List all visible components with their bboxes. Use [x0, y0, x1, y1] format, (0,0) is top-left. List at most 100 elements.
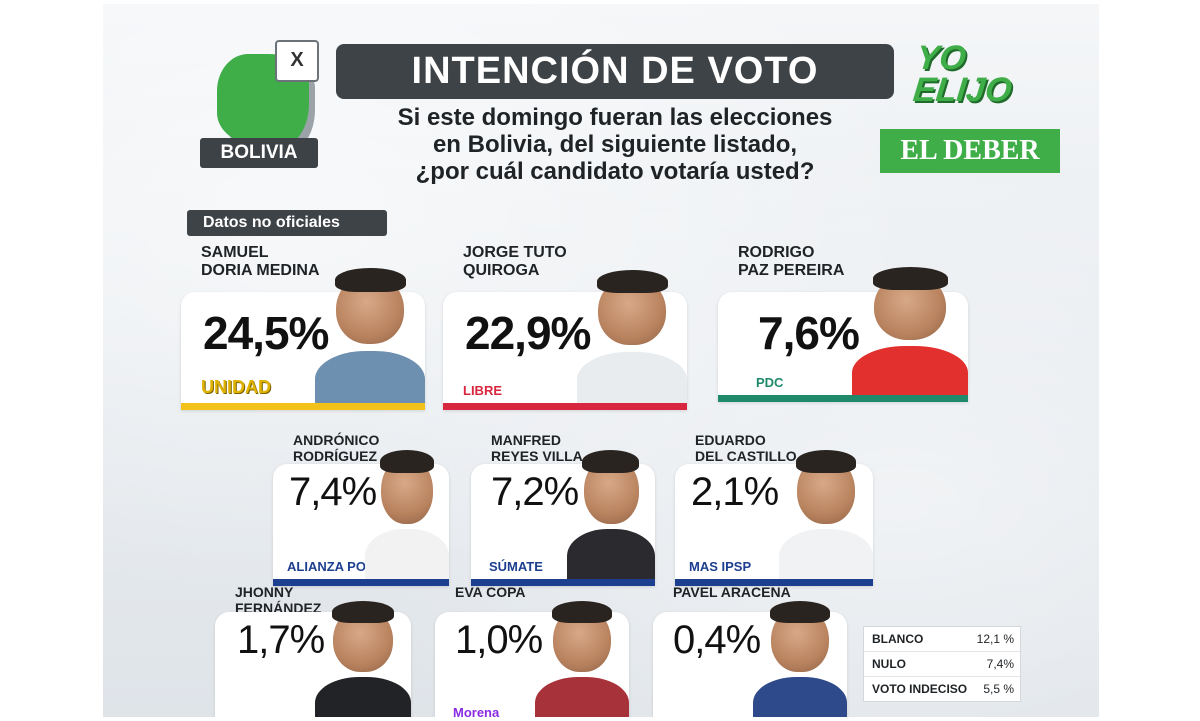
photo-shoulders: [567, 529, 655, 579]
candidate-percentage: 1,7%: [237, 618, 325, 662]
others-value: 7,4%: [986, 657, 1014, 671]
party-color-bar: [181, 403, 425, 410]
photo-shoulders: [852, 346, 968, 395]
candidate-percentage: 7,4%: [289, 470, 377, 514]
candidate-name: MANFRED REYES VILLA: [491, 432, 583, 464]
candidate-card: PAVEL ARACENA 0,4%: [653, 584, 847, 717]
candidate-card: RODRIGO PAZ PEREIRA 7,6% PDC: [718, 244, 968, 402]
photo-hair: [552, 601, 612, 623]
party-color-bar: [471, 579, 655, 586]
candidate-card: ANDRÓNICO RODRÍGUEZ 7,4% ALIANZA POPULAR: [273, 432, 449, 586]
candidate-name-line-1: PAVEL ARACENA: [673, 584, 791, 600]
party-logo: MAS IPSP: [689, 559, 752, 574]
others-label: BLANCO: [872, 632, 924, 646]
others-row: NULO 7,4%: [864, 652, 1020, 677]
photo-shoulders: [315, 351, 425, 403]
candidate-card: SAMUEL DORIA MEDINA 24,5% UNIDAD: [181, 244, 425, 410]
others-value: 5,5 %: [983, 682, 1014, 696]
candidate-name: EDUARDO DEL CASTILLO: [695, 432, 797, 464]
candidate-name: SAMUEL DORIA MEDINA: [201, 244, 320, 281]
candidate-percentage: 7,2%: [491, 470, 579, 514]
party-color-bar: [273, 579, 449, 586]
candidate-percentage: 0,4%: [673, 618, 761, 662]
party-color-bar: [718, 395, 968, 402]
country-tag: BOLIVIA: [200, 138, 318, 168]
el-deber-logo: EL DEBER: [880, 129, 1060, 173]
others-table: BLANCO 12,1 % NULO 7,4% VOTO INDECISO 5,…: [863, 626, 1021, 702]
party-logo: UNIDAD: [201, 377, 271, 397]
candidate-name-line-1: RODRIGO: [738, 244, 815, 261]
brand-line-1: YO: [914, 39, 968, 77]
photo-shoulders: [365, 529, 449, 579]
candidate-name-line-2: RODRÍGUEZ: [293, 448, 377, 465]
photo-shoulders: [779, 529, 873, 579]
candidate-name: ANDRÓNICO RODRÍGUEZ: [293, 432, 379, 464]
candidate-photo: [315, 584, 411, 717]
photo-hair: [335, 268, 406, 292]
party-logo: PDC: [756, 375, 784, 390]
photo-hair: [582, 450, 639, 473]
candidate-card: JORGE TUTO QUIROGA 22,9% LIBRE: [443, 244, 687, 410]
candidate-name-line-1: MANFRED: [491, 432, 561, 448]
candidate-percentage: 2,1%: [691, 470, 779, 514]
others-label: NULO: [872, 657, 906, 671]
photo-hair: [770, 601, 830, 623]
unofficial-data-tag: Datos no oficiales: [187, 210, 387, 236]
party-color-bar: [675, 579, 873, 586]
brand-line-2: ELIJO: [911, 71, 1014, 109]
question-line-3: ¿por cuál candidato votaría usted?: [415, 158, 815, 185]
candidate-photo: [577, 252, 687, 403]
party-logo: SÚMATE: [489, 559, 543, 574]
party-color-bar: [443, 403, 687, 410]
candidate-name-line-1: EDUARDO: [695, 432, 766, 448]
candidate-photo: [852, 250, 968, 395]
candidate-name-line-1: ANDRÓNICO: [293, 432, 380, 448]
yo-elijo-logo: YO ELIJO: [911, 39, 1039, 109]
others-row: VOTO INDECISO 5,5 %: [864, 677, 1020, 702]
candidate-card: JHONNY FERNÁNDEZ 1,7%: [215, 584, 411, 717]
photo-hair: [873, 267, 948, 290]
candidate-photo: [315, 250, 425, 403]
candidate-photo: [365, 432, 449, 579]
question-line-2: en Bolivia, del siguiente listado,: [432, 131, 798, 158]
others-row: BLANCO 12,1 %: [864, 627, 1020, 652]
candidate-name: PAVEL ARACENA: [673, 584, 791, 600]
candidate-percentage: 24,5%: [203, 307, 329, 359]
candidate-name-line-2: DORIA MEDINA: [201, 262, 320, 280]
candidate-photo: [567, 432, 655, 579]
candidate-photo: [535, 584, 629, 717]
candidate-name-line-1: JORGE TUTO: [463, 244, 567, 261]
poll-infographic: X BOLIVIA INTENCIÓN DE VOTO Si este domi…: [103, 4, 1099, 717]
page-title: INTENCIÓN DE VOTO: [336, 44, 894, 99]
photo-shoulders: [315, 677, 411, 717]
candidate-name-line-2: DEL CASTILLO: [695, 448, 797, 465]
candidate-name-line-1: SAMUEL: [201, 244, 269, 261]
photo-hair: [597, 270, 668, 293]
candidate-percentage: 22,9%: [465, 307, 591, 359]
bolivia-map-icon: X: [203, 36, 333, 146]
others-label: VOTO INDECISO: [872, 682, 968, 696]
candidate-percentage: 1,0%: [455, 618, 543, 662]
candidate-name-line-1: EVA COPA: [455, 584, 526, 600]
party-logo: LIBRE: [463, 383, 502, 398]
photo-hair: [380, 450, 434, 473]
candidate-card: EDUARDO DEL CASTILLO 2,1% MAS IPSP: [675, 432, 873, 586]
photo-hair: [796, 450, 856, 473]
candidate-card: EVA COPA 1,0% Morena: [435, 584, 629, 717]
photo-shoulders: [753, 677, 847, 717]
candidate-name-line-1: JHONNY: [235, 584, 294, 600]
candidate-percentage: 7,6%: [758, 307, 860, 359]
photo-shoulders: [577, 352, 687, 403]
party-logo: Morena: [453, 705, 500, 717]
candidate-name: EVA COPA: [455, 584, 526, 600]
ballot-box-icon: X: [275, 40, 319, 82]
others-value: 12,1 %: [976, 632, 1014, 646]
photo-shoulders: [535, 677, 629, 717]
candidate-name: JORGE TUTO QUIROGA: [463, 244, 567, 281]
candidate-name: RODRIGO PAZ PEREIRA: [738, 244, 844, 281]
candidate-name-line-2: PAZ PEREIRA: [738, 262, 845, 280]
candidate-photo: [753, 584, 847, 717]
candidate-card: MANFRED REYES VILLA 7,2% SÚMATE: [471, 432, 655, 586]
photo-hair: [332, 601, 394, 623]
candidate-name-line-2: QUIROGA: [463, 262, 540, 280]
